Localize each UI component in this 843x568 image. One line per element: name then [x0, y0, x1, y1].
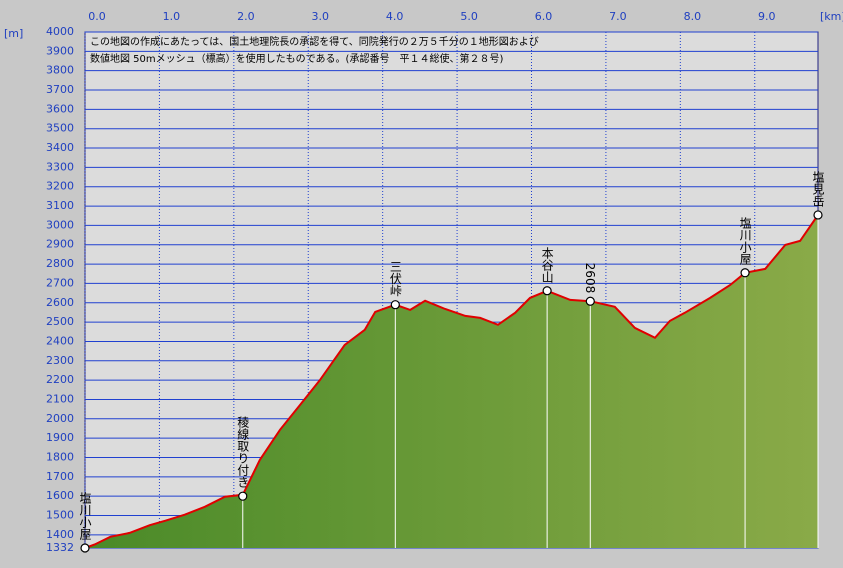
y-tick-label: 1900 [46, 431, 74, 444]
note: この地図の作成にあたっては、国土地理院長の承認を得て、同院発行の２万５千分の１地… [90, 35, 539, 48]
y-tick-label: 3000 [46, 218, 74, 231]
y-tick-label: 1700 [46, 470, 74, 483]
landmark-label: 稜線取り付き [236, 416, 250, 488]
x-tick-label: 7.0 [609, 10, 627, 23]
landmark-marker [390, 300, 400, 310]
landmark-label: 2608 [583, 263, 597, 294]
y-tick-label: 2000 [46, 412, 74, 425]
y-tick-label: 3700 [46, 83, 74, 96]
y-tick-label: 2700 [46, 276, 74, 289]
y-tick-label: 2100 [46, 392, 74, 405]
y-tick-label: 1800 [46, 450, 74, 463]
y-tick-label: 3100 [46, 199, 74, 212]
y-tick-label: 3200 [46, 180, 74, 193]
y-tick-label: 1400 [46, 528, 74, 541]
y-tick-label: 3600 [46, 102, 74, 115]
x-tick-label: 4.0 [386, 10, 404, 23]
x-tick-label: 9.0 [758, 10, 776, 23]
y-unit: [m] [4, 27, 23, 40]
x-tick-label: 0.0 [88, 10, 106, 23]
y-tick-label: 3800 [46, 64, 74, 77]
y-tick-label: 2300 [46, 354, 74, 367]
landmark-marker [585, 296, 595, 306]
landmark-marker [740, 268, 750, 278]
y-tick-label: 2900 [46, 238, 74, 251]
y-tick-label: 3300 [46, 160, 74, 173]
landmark-label: 本谷山 [540, 246, 554, 282]
landmark-marker [80, 543, 90, 553]
y-tick-label: 1332 [46, 541, 74, 554]
y-tick-label: 3400 [46, 141, 74, 154]
x-tick-label: 6.0 [535, 10, 553, 23]
area [85, 215, 818, 548]
y-tick-label: 3500 [46, 122, 74, 135]
note: 数値地図 50mメッシュ（標高）を使用したものである。(承認番号 平１４総使、第… [90, 52, 503, 65]
y-tick-label: 1600 [46, 489, 74, 502]
x-tick-label: 2.0 [237, 10, 255, 23]
x-unit: [km] [820, 10, 843, 23]
y-tick-label: 1500 [46, 509, 74, 522]
y-tick-label: 2600 [46, 296, 74, 309]
y-tick-label: 4000 [46, 25, 74, 38]
y-tick-label: 2500 [46, 315, 74, 328]
y-tick-label: 3900 [46, 44, 74, 57]
x-tick-label: 5.0 [460, 10, 478, 23]
x-tick-label: 1.0 [163, 10, 181, 23]
landmark-marker [542, 286, 552, 296]
y-tick-label: 2800 [46, 257, 74, 270]
landmark-marker [238, 491, 248, 501]
landmark-label: 塩川小屋 [738, 215, 752, 265]
landmark-label: 塩川小屋 [78, 491, 92, 541]
x-tick-label: 3.0 [311, 10, 329, 23]
x-tick-label: 8.0 [684, 10, 702, 23]
landmark-label: 塩見岳 [811, 170, 825, 207]
landmark-label: 三伏峠 [388, 261, 402, 297]
y-tick-label: 2400 [46, 334, 74, 347]
line [84, 214, 819, 549]
y-tick-label: 2200 [46, 373, 74, 386]
landmark-marker [813, 210, 823, 220]
